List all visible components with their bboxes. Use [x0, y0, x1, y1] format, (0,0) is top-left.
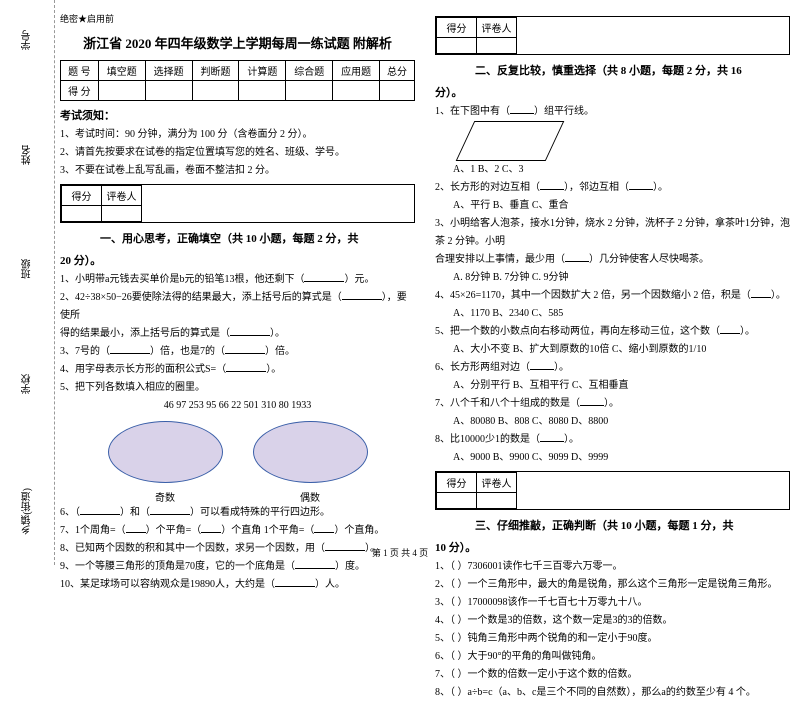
side-label: 学号: [20, 30, 35, 50]
q2c: 得的结果最小，添上括号后的算式是（）。: [60, 325, 415, 343]
s2q3-opts: A. 8分钟 B. 7分钟 C. 9分钟: [453, 269, 790, 287]
s2q8: 8、比10000少1的数是（）。: [435, 431, 790, 449]
instr-item: 3、不要在试卷上乱写乱画，卷面不整洁扣 2 分。: [60, 162, 415, 180]
th: 判断题: [192, 61, 239, 81]
s3q6: 6、（ ）大于90°的平角的角叫做钝角。: [435, 648, 790, 666]
section2-cont: 分）。: [435, 84, 790, 100]
s2q8-opts: A、9000 B、9900 C、9099 D、9999: [453, 449, 790, 467]
s2q1-opts: A、1 B、2 C、3: [453, 161, 790, 179]
c1: 得分: [62, 186, 102, 206]
side-label: 乡镇(街道): [20, 488, 35, 535]
instr-item: 1、考试时间：90 分钟，满分为 100 分（含卷面分 2 分）。: [60, 126, 415, 144]
c2: 评卷人: [102, 186, 142, 206]
th: 题 号: [61, 61, 99, 81]
s3q4: 4、（ ）一个数是3的倍数，这个数一定是3的3的倍数。: [435, 612, 790, 630]
oval-even: [253, 421, 368, 483]
s3q8: 8、（ ）a÷b=c（a、b、c是三个不同的自然数），那么a的约数至少有 4 个…: [435, 684, 790, 702]
s3q5: 5、（ ）钝角三角形中两个锐角的和一定小于90度。: [435, 630, 790, 648]
s2q4: 4、45×26=1170，其中一个因数扩大 2 倍，另一个因数缩小 2 倍，积是…: [435, 287, 790, 305]
th: 计算题: [239, 61, 286, 81]
grade-box-2: 得分评卷人: [435, 16, 790, 55]
q4: 4、用字母表示长方形的面积公式S=（）。: [60, 361, 415, 379]
s2q2-opts: A、平行 B、垂直 C、重合: [453, 197, 790, 215]
th: 选择题: [145, 61, 192, 81]
s2q5-opts: A、大小不变 B、扩大到原数的10倍 C、缩小到原数的1/10: [453, 341, 790, 359]
s2q6-opts: A、分别平行 B、互相平行 C、互相垂直: [453, 377, 790, 395]
oval-odd: [108, 421, 223, 483]
oval-row: [60, 421, 415, 483]
th: 应用题: [333, 61, 380, 81]
section1-cont: 20 分）。: [60, 252, 415, 268]
s2q7: 7、八个千和八个十组成的数是（）。: [435, 395, 790, 413]
q9: 9、一个等腰三角形的顶角是70度，它的一个底角是（）度。: [60, 558, 415, 576]
q10: 10、某足球场可以容纳观众是19890人，大约是（）人。: [60, 576, 415, 594]
left-column: 绝密★启用前 浙江省 2020 年四年级数学上学期每周一练试题 附解析 题 号 …: [60, 12, 415, 702]
section1-title: 一、用心思考，正确填空（共 10 小题，每题 2 分，共: [100, 233, 359, 245]
s3q2: 2、（ ）一个三角形中，最大的角是锐角，那么这个三角形一定是锐角三角形。: [435, 576, 790, 594]
side-label: 姓名: [20, 145, 35, 165]
right-column: 得分评卷人 二、反复比较，慎重选择（共 8 小题，每题 2 分，共 16 分）。…: [435, 12, 790, 702]
side-label: 学校: [20, 374, 35, 394]
page-footer: 第 1 页 共 4 页: [0, 546, 800, 559]
s2q1: 1、在下图中有（）组平行线。: [435, 103, 790, 121]
label-even: 偶数: [253, 489, 368, 504]
s3q3: 3、（ ）17000098该作一千七百七十万零九十八。: [435, 594, 790, 612]
s3q1: 1、（ ）7306001读作七千三百零六万零一。: [435, 558, 790, 576]
score-table: 题 号 填空题 选择题 判断题 计算题 综合题 应用题 总分 得 分: [60, 60, 415, 101]
page-content: 绝密★启用前 浙江省 2020 年四年级数学上学期每周一练试题 附解析 题 号 …: [60, 12, 790, 702]
q5: 5、把下列各数填入相应的圈里。: [60, 379, 415, 397]
th: 总分: [380, 61, 415, 81]
q1: 1、小明带a元钱去买单价是b元的铅笔13根，他还剩下（）元。: [60, 271, 415, 289]
instructions-title: 考试须知：: [60, 107, 415, 123]
binding-sidebar: 学号 姓名 班级 学校 乡镇(街道): [0, 0, 55, 565]
s2q3b: 合理安排以上事情，最少用（）几分钟使客人尽快喝茶。: [435, 251, 790, 269]
s2q5: 5、把一个数的小数点向右移动两位，再向左移动三位，这个数（）。: [435, 323, 790, 341]
s2q2: 2、长方形的对边互相（），邻边互相（）。: [435, 179, 790, 197]
th: 综合题: [286, 61, 333, 81]
s3q7: 7、（ ）一个数的倍数一定小于这个数的倍数。: [435, 666, 790, 684]
side-label: 班级: [20, 259, 35, 279]
s2q6: 6、长方形两组对边（）。: [435, 359, 790, 377]
q5-nums: 46 97 253 95 66 22 501 310 80 1933: [60, 397, 415, 415]
row-label: 得 分: [61, 81, 99, 101]
grade-box-3: 得分评卷人: [435, 471, 790, 510]
secret-mark: 绝密★启用前: [60, 12, 415, 25]
grade-box: 得分评卷人: [60, 184, 415, 223]
oval-labels: 奇数 偶数: [60, 489, 415, 504]
section2-title: 二、反复比较，慎重选择（共 8 小题，每题 2 分，共 16: [475, 65, 742, 77]
s2q3: 3、小明给客人泡茶，接水1分钟，烧水 2 分钟，洗杯子 2 分钟，拿茶叶1分钟，…: [435, 215, 790, 251]
s2q7-opts: A、80080 B、808 C、8080 D、8800: [453, 413, 790, 431]
parallelogram-figure: [435, 121, 790, 161]
section3-title: 三、仔细推敲，正确判断（共 10 小题，每题 1 分，共: [475, 520, 734, 532]
exam-title: 浙江省 2020 年四年级数学上学期每周一练试题 附解析: [60, 33, 415, 52]
q7: 7、1个周角=（）个平角=（）个直角 1个平角=（）个直角。: [60, 522, 415, 540]
q3: 3、7号的（）倍，也是7的（）倍。: [60, 343, 415, 361]
q2: 2、42÷38×50−26要使除法得的结果最大，添上括号后的算式是（），要使所: [60, 289, 415, 325]
label-odd: 奇数: [108, 489, 223, 504]
th: 填空题: [98, 61, 145, 81]
s2q4-opts: A、1170 B、2340 C、585: [453, 305, 790, 323]
instr-item: 2、请首先按要求在试卷的指定位置填写您的姓名、班级、学号。: [60, 144, 415, 162]
q6: 6、（）和（）可以看成特殊的平行四边形。: [60, 504, 415, 522]
